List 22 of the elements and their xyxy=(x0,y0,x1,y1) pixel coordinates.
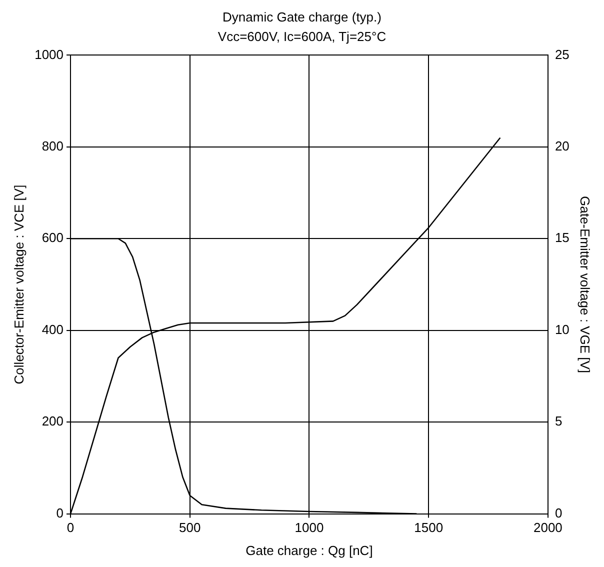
x-tick-label: 500 xyxy=(179,520,201,536)
x-tick-label: 1000 xyxy=(294,520,324,536)
y-tick-label: 400 xyxy=(42,322,64,337)
y-tick-label: 0 xyxy=(56,505,64,520)
y-tick-label: 200 xyxy=(42,414,64,429)
y-tick-label: 1000 xyxy=(34,46,64,62)
y2-tick-label: 20 xyxy=(554,138,570,154)
chart-subtitle: Vcc=600V, Ic=600A, Tj=25°C xyxy=(218,28,386,44)
x-tick-label: 1500 xyxy=(414,520,444,536)
x-tick-label: 0 xyxy=(66,520,74,536)
y-axis-title: Collector-Emitter voltage : VCE [V] xyxy=(11,184,26,384)
x-axis-title: Gate charge : Qg [nC] xyxy=(246,542,373,558)
y2-axis-title: Gate-Emitter voltage : VGE [V] xyxy=(578,196,593,374)
y2-tick-label: 5 xyxy=(554,414,562,429)
y-tick-label: 600 xyxy=(42,230,64,246)
x-tick-label: 2000 xyxy=(533,520,562,536)
y2-tick-label: 25 xyxy=(554,46,570,62)
y2-tick-label: 0 xyxy=(554,505,562,520)
y2-tick-label: 15 xyxy=(554,230,570,246)
y2-tick-label: 10 xyxy=(554,322,570,337)
chart-title: Dynamic Gate charge (typ.) xyxy=(222,9,382,24)
y-tick-label: 800 xyxy=(42,138,64,154)
